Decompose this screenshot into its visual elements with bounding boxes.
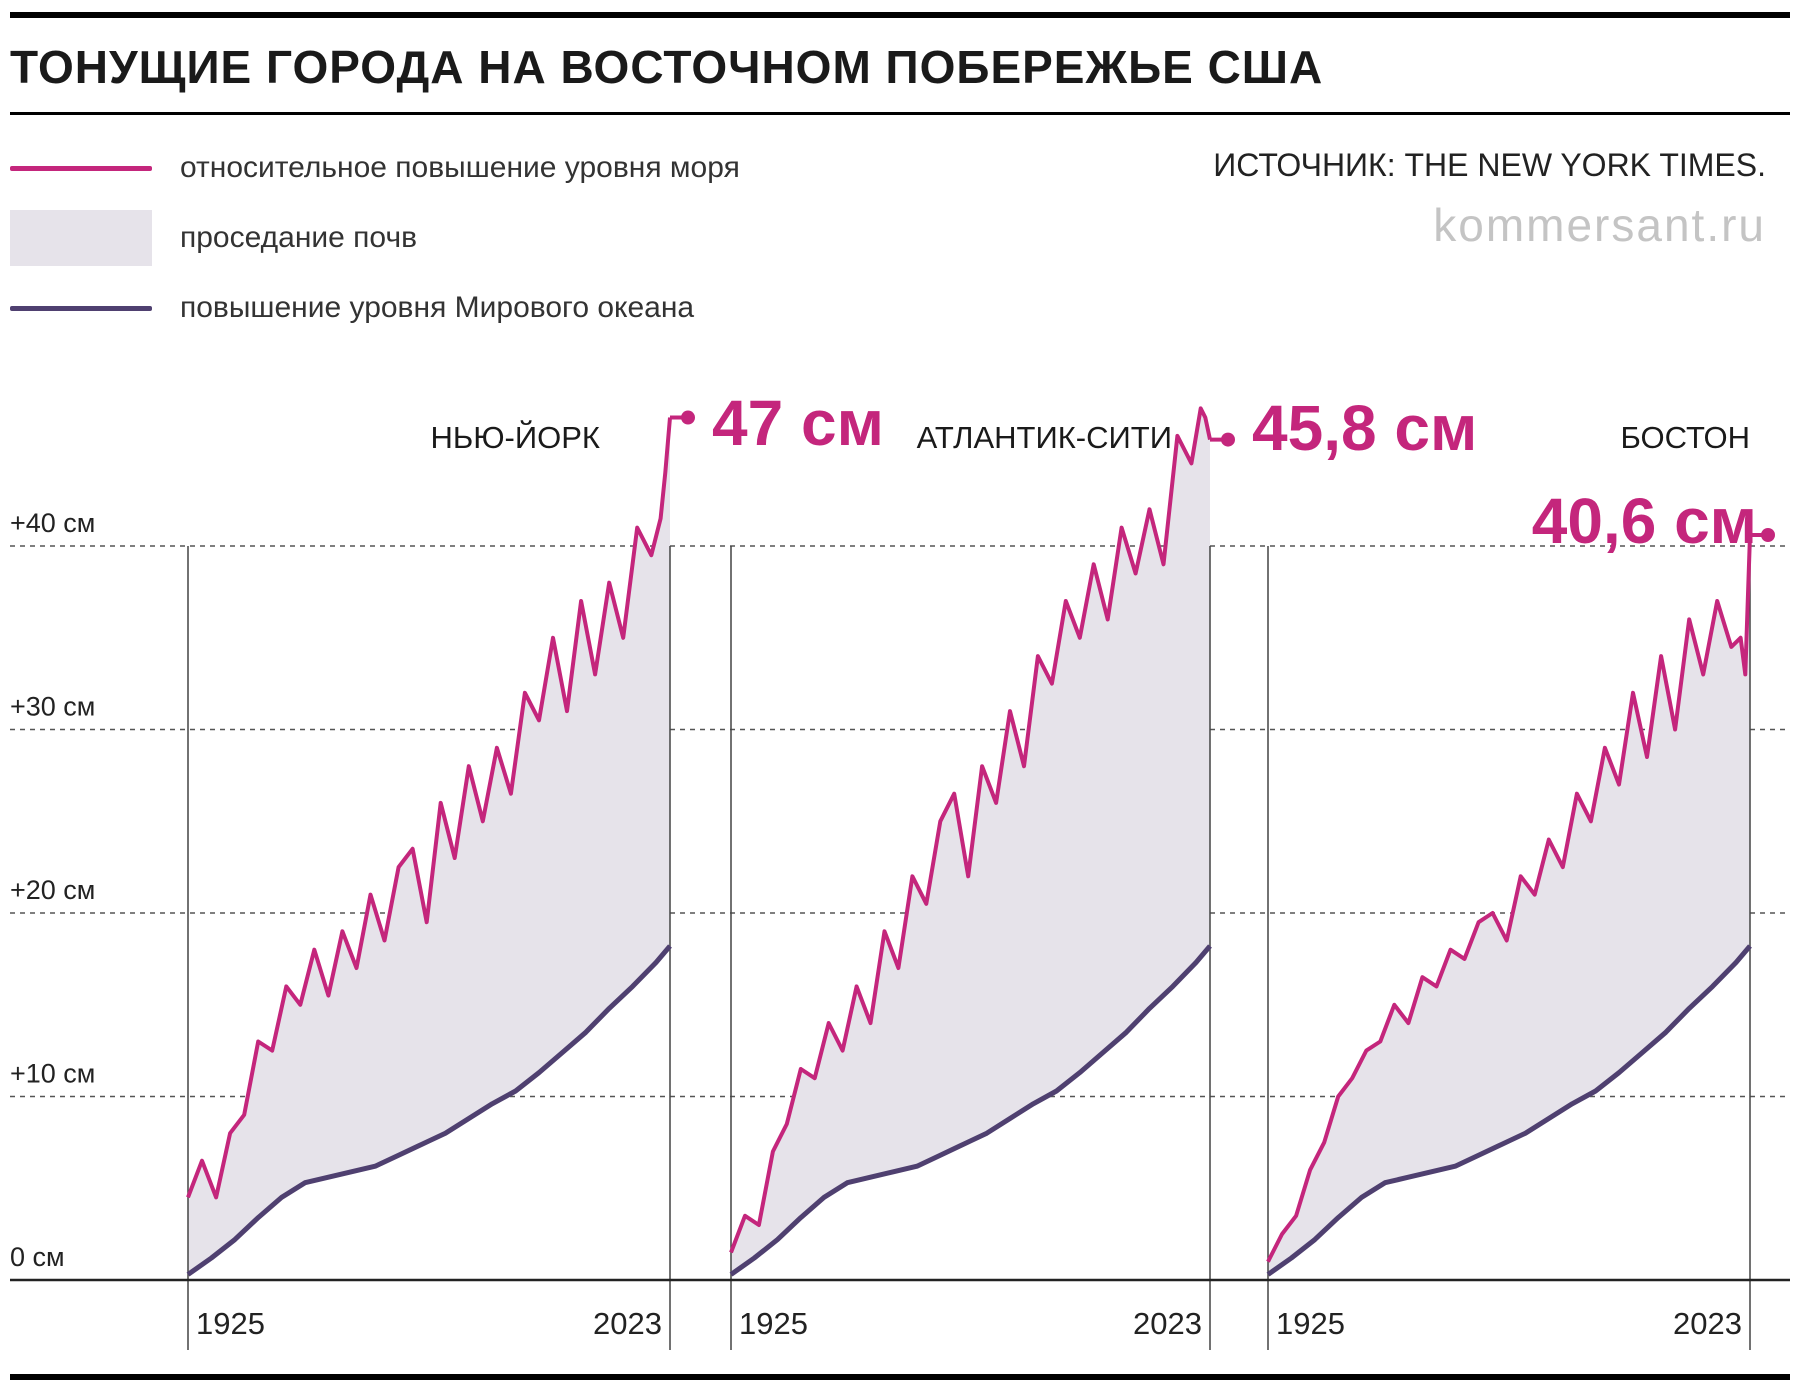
title-rule bbox=[10, 112, 1790, 115]
city-label-0: НЬЮ-ЙОРК bbox=[430, 419, 600, 455]
watermark: kommersant.ru bbox=[1433, 199, 1766, 251]
subsidence-area-1 bbox=[731, 408, 1210, 1275]
relative-line-1 bbox=[729, 406, 1212, 1254]
relative-line-0 bbox=[186, 417, 672, 1200]
global-line-1 bbox=[729, 944, 1212, 1277]
value-label-2: 40,6 см bbox=[1532, 485, 1757, 557]
x-tick-1925-0: 1925 bbox=[196, 1306, 265, 1341]
bottom-rule bbox=[10, 1374, 1790, 1380]
relative-line-2 bbox=[1266, 534, 1752, 1263]
global-line-2 bbox=[1266, 944, 1752, 1277]
legend-line-relative-icon bbox=[10, 166, 152, 171]
y-tick-label-2: +20 см bbox=[10, 875, 95, 905]
legend-label-global: повышение уровня Мирового океана bbox=[180, 291, 695, 324]
panels-layer: НЬЮ-ЙОРК 47 см 1925 2023 АТЛАНТИК-СИТИ 45,8 с… bbox=[186, 387, 1775, 1350]
legend-label-subsidence: проседание почв bbox=[180, 221, 418, 254]
value-label-0: 47 см bbox=[712, 387, 884, 459]
legend-item-global: повышение уровня Мирового океана bbox=[10, 280, 810, 336]
source-note: ИСТОЧНИК: THE NEW YORK TIMES. bbox=[1213, 147, 1766, 183]
top-rule bbox=[10, 12, 1790, 18]
subsidence-area-0 bbox=[188, 417, 670, 1275]
legend-item-subsidence: проседание почв bbox=[10, 210, 810, 266]
x-tick-1925-2: 1925 bbox=[1276, 1306, 1345, 1341]
y-tick-label-1: +10 см bbox=[10, 1059, 95, 1089]
legend-item-relative: относительное повышение уровня моря bbox=[10, 140, 810, 196]
legend-line-global-icon bbox=[10, 306, 152, 311]
legend-area-subsidence-icon bbox=[10, 210, 152, 266]
x-tick-2023-2: 2023 bbox=[1673, 1306, 1742, 1341]
global-line-0 bbox=[186, 944, 672, 1277]
page-title: ТОНУЩИЕ ГОРОДА НА ВОСТОЧНОМ ПОБЕРЕЖЬЕ СШ… bbox=[10, 41, 1324, 93]
x-tick-2023-1: 2023 bbox=[1133, 1306, 1202, 1341]
value-label-1: 45,8 см bbox=[1252, 392, 1477, 464]
y-tick-label-0: 0 см bbox=[10, 1242, 65, 1272]
y-tick-label-4: +40 см bbox=[10, 508, 95, 538]
x-tick-1925-1: 1925 bbox=[739, 1306, 808, 1341]
subsidence-area-2 bbox=[1268, 535, 1750, 1275]
city-label-2: БОСТОН bbox=[1620, 420, 1750, 455]
y-tick-label-3: +30 см bbox=[10, 692, 95, 722]
x-tick-2023-0: 2023 bbox=[593, 1306, 662, 1341]
panel-0: НЬЮ-ЙОРК 47 см 1925 2023 bbox=[186, 387, 884, 1350]
city-label-1: АТЛАНТИК-СИТИ bbox=[917, 420, 1172, 455]
legend-label-relative: относительное повышение уровня моря bbox=[180, 151, 740, 184]
panel-2: БОСТОН 40,6 см 1925 2023 bbox=[1266, 420, 1775, 1350]
panel-1: АТЛАНТИК-СИТИ 45,8 см 1925 2023 bbox=[729, 392, 1477, 1350]
